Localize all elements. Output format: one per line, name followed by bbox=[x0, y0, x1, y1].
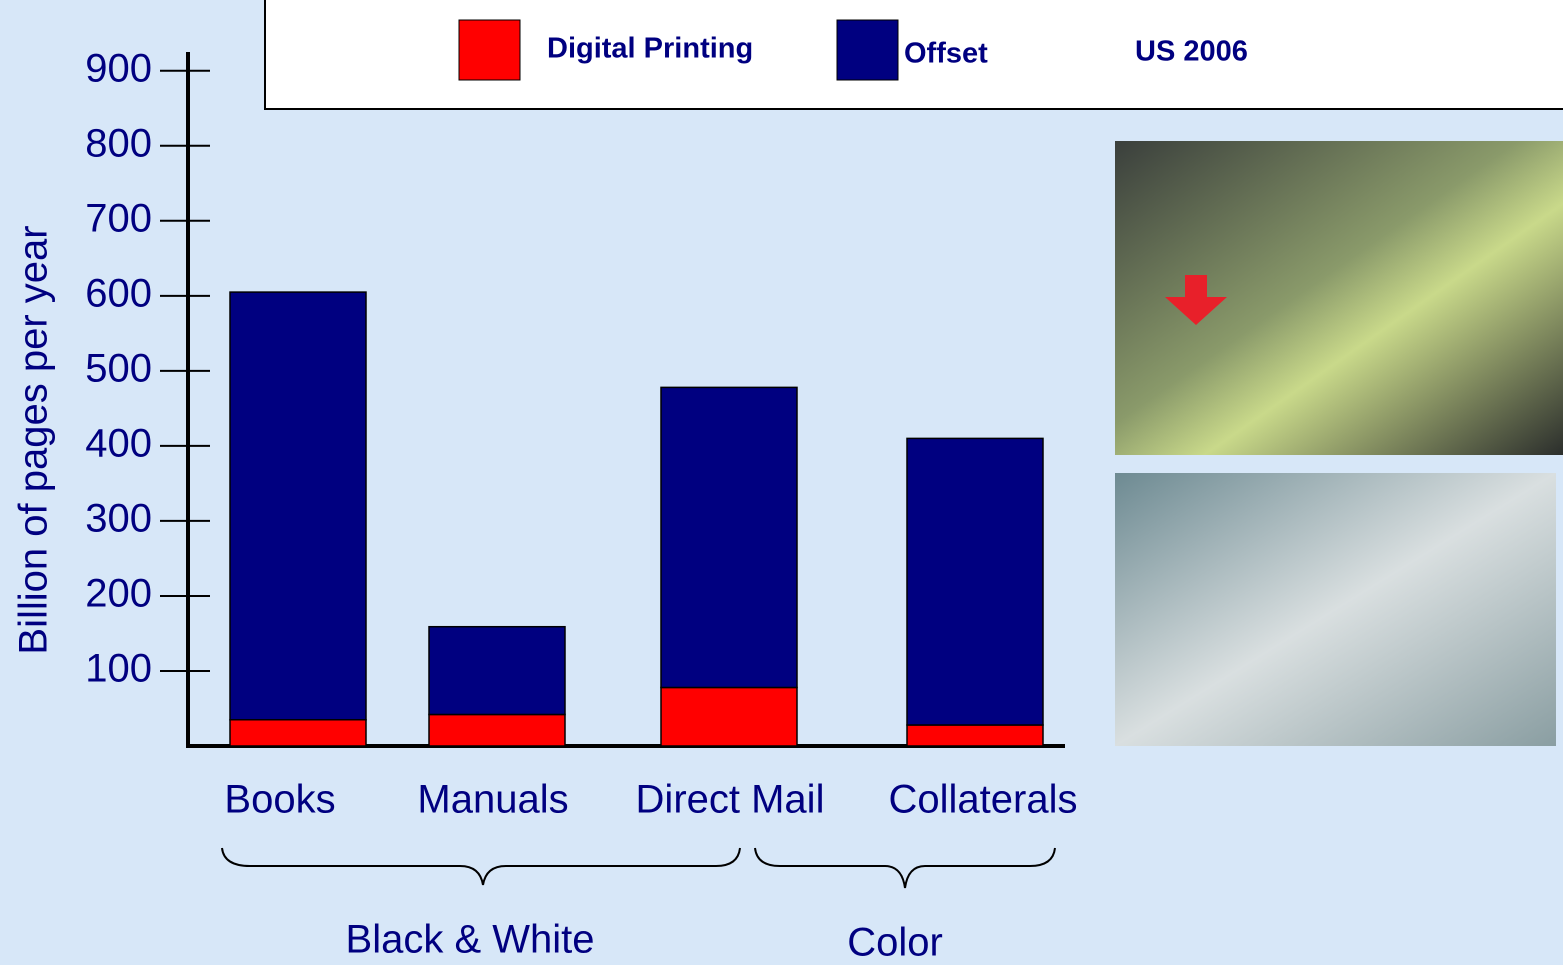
y-tick-label: 400 bbox=[85, 421, 152, 465]
brace bbox=[755, 848, 1055, 888]
bar-segment bbox=[907, 438, 1043, 725]
y-tick-label: 800 bbox=[85, 121, 152, 165]
legend-swatch bbox=[459, 20, 520, 80]
subtitle: US 2006 bbox=[1135, 36, 1248, 68]
y-tick-label: 300 bbox=[85, 496, 152, 540]
x-tick-label: Manuals bbox=[417, 778, 568, 822]
bar-segment bbox=[661, 687, 797, 746]
group-label: Color bbox=[847, 921, 943, 965]
legend-label: Offset bbox=[904, 38, 988, 70]
bar-segment bbox=[230, 292, 366, 720]
bar-segment bbox=[429, 714, 565, 746]
y-tick-label: 500 bbox=[85, 346, 152, 390]
bar-segment bbox=[661, 387, 797, 687]
bar-segment bbox=[429, 627, 565, 715]
y-tick-label: 200 bbox=[85, 572, 152, 616]
chart: US 2006 Billion of pages per year Black … bbox=[0, 0, 1563, 965]
legend-swatch bbox=[837, 20, 898, 80]
y-tick-label: 700 bbox=[85, 196, 152, 240]
group-label: Black & White bbox=[346, 918, 595, 962]
x-tick-label: Collaterals bbox=[889, 778, 1078, 822]
legend-label: Digital Printing bbox=[547, 33, 753, 65]
y-tick-label: 100 bbox=[85, 647, 152, 691]
y-tick-label: 900 bbox=[85, 46, 152, 90]
page: {"chart_data": {"type": "stacked-bar", "… bbox=[0, 0, 1563, 965]
x-tick-label: Direct Mail bbox=[636, 778, 825, 822]
brace bbox=[222, 848, 740, 885]
bar-segment bbox=[907, 725, 1043, 746]
photo-manual bbox=[1115, 473, 1556, 746]
y-axis-label: Billion of pages per year bbox=[12, 225, 56, 654]
bar-segment bbox=[230, 720, 366, 746]
y-tick-label: 600 bbox=[85, 271, 152, 315]
x-tick-label: Books bbox=[224, 778, 335, 822]
